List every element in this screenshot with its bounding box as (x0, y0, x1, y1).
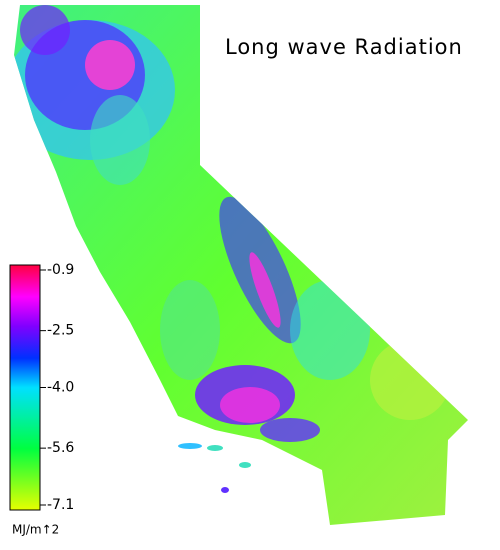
colorbar (9, 264, 41, 511)
colorbar-tick-label: -4.0 (47, 380, 74, 396)
colorbar-tick-label: -2.5 (47, 323, 74, 339)
colorbar-tick-label: -7.1 (47, 497, 74, 513)
colorbar-tick-label: -0.9 (47, 262, 74, 278)
california-map (14, 5, 468, 525)
map-title: Long wave Radiation (225, 35, 463, 59)
colorbar-tick-label: -5.6 (47, 440, 74, 456)
colorbar-unit: MJ/m↑2 (12, 523, 59, 537)
color-legend: MJ/m↑2 -0.9 -2.5 -4.0 -5.6 -7.1 (9, 262, 74, 537)
